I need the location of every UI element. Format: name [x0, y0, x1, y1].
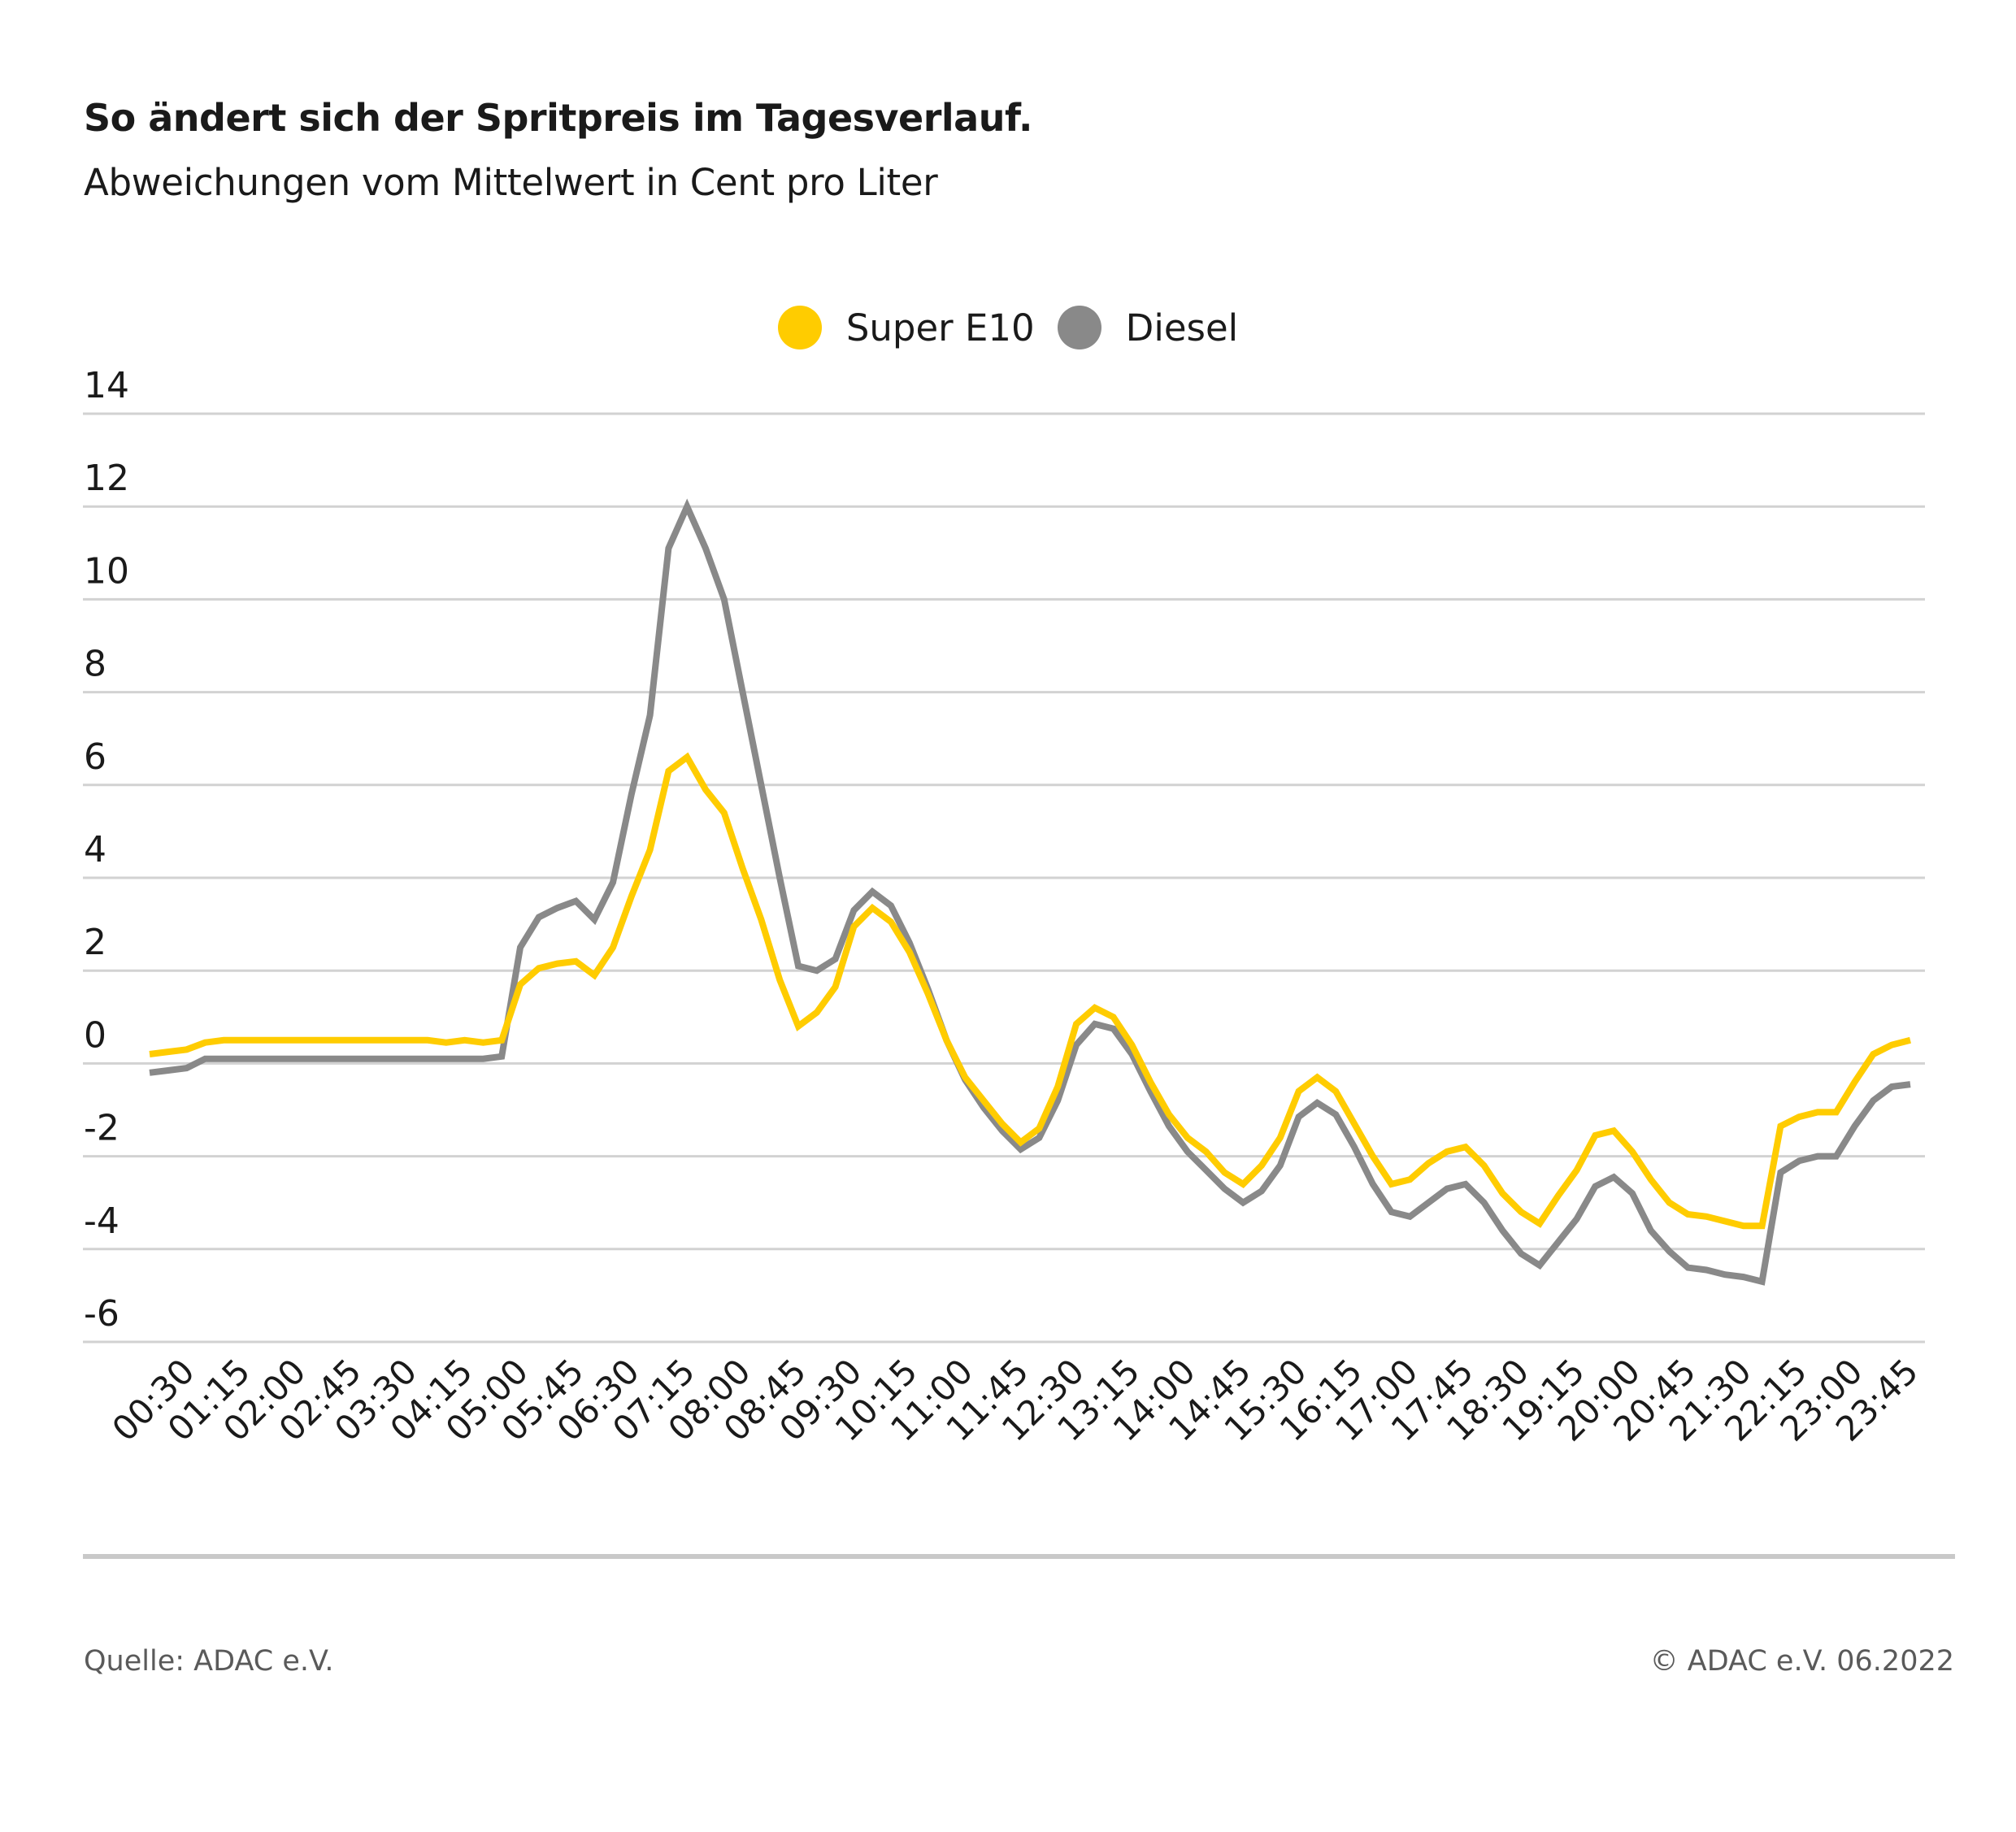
chart-title: So ändert sich der Spritpreis im Tagesve…: [84, 96, 1032, 140]
copyright-note: © ADAC e.V. 06.2022: [1649, 1645, 1954, 1678]
legend-marker-super-e10: [777, 306, 822, 349]
legend-label-super-e10: Super E10: [845, 306, 1035, 349]
legend-label-diesel: Diesel: [1125, 306, 1239, 349]
footer-divider: [83, 1554, 1955, 1559]
source-note: Quelle: ADAC e.V.: [84, 1645, 334, 1678]
chart-subtitle: Abweichungen vom Mittelwert in Cent pro …: [84, 161, 938, 204]
y-tick-label: -2: [84, 1108, 119, 1149]
y-tick-label: 12: [84, 458, 129, 499]
legend: Super E10 Diesel: [0, 306, 2016, 349]
y-tick-label: -4: [84, 1200, 119, 1242]
y-tick-label: 4: [84, 829, 106, 870]
line-chart: 14121086420-2-4-600:3001:1502:0002:4503:…: [83, 365, 1926, 1449]
series-line-super-e10: [149, 752, 1911, 1230]
series-line-diesel: [149, 498, 1911, 1286]
legend-marker-diesel: [1057, 306, 1101, 349]
legend-item-diesel: Diesel: [1057, 306, 1239, 349]
legend-item-super-e10: Super E10: [777, 306, 1035, 349]
y-tick-label: 10: [84, 550, 129, 592]
y-tick-label: 14: [84, 365, 129, 406]
y-tick-label: -6: [84, 1293, 119, 1335]
y-tick-label: 8: [84, 644, 106, 685]
y-tick-label: 6: [84, 736, 106, 778]
y-tick-label: 2: [84, 922, 106, 963]
y-tick-label: 0: [84, 1014, 106, 1056]
